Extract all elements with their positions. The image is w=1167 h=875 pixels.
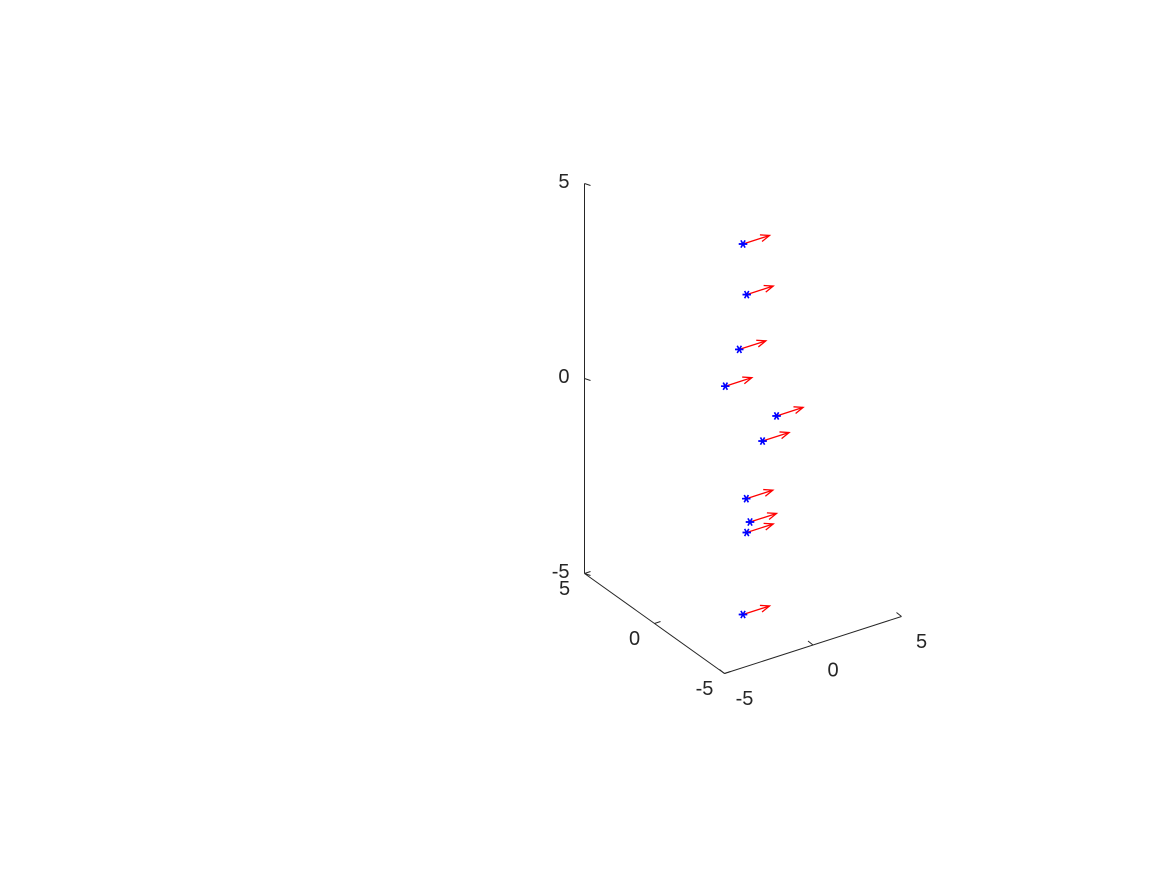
vector-point (745, 512, 779, 527)
arrow-head (779, 431, 791, 440)
y-tick-label: 0 (629, 628, 640, 650)
z-tick-mark (584, 183, 591, 186)
x-tick-label: 0 (827, 659, 838, 681)
arrow-head (763, 488, 775, 497)
asterisk-marker (738, 239, 748, 249)
y-tick-label: -5 (696, 678, 714, 700)
vector-arrow (746, 285, 774, 296)
asterisk-marker (742, 528, 751, 537)
x-tick-mark (896, 612, 902, 617)
vector-arrow (749, 512, 777, 523)
y-tick-label: 5 (559, 578, 570, 600)
vector-arrow (725, 377, 753, 387)
vector-arrow (746, 489, 774, 500)
asterisk-marker (742, 494, 751, 503)
x-tick-mark (719, 669, 725, 674)
vector-point (738, 234, 772, 249)
vector-point (742, 284, 775, 299)
y-tick-mark (724, 671, 731, 674)
x-tick-label: -5 (736, 688, 754, 710)
data-points (721, 234, 805, 619)
y-tick-mark (654, 621, 661, 624)
x-tick-mark (807, 640, 814, 646)
vector-point (735, 339, 768, 354)
ticks: -505-505-505 (552, 171, 927, 710)
arrow-head (756, 339, 768, 348)
asterisk-marker (758, 437, 767, 446)
asterisk-marker (742, 290, 751, 299)
z-tick-mark (584, 378, 591, 381)
arrow-head (766, 512, 779, 521)
arrow-head (742, 376, 754, 385)
arrow-head (763, 284, 775, 293)
asterisk-marker (738, 610, 748, 619)
axes (584, 183, 902, 674)
arrow-head (759, 604, 772, 613)
vector-point (758, 431, 791, 446)
asterisk-marker (735, 345, 744, 354)
y-tick-mark (584, 571, 591, 574)
arrow-head (759, 234, 772, 243)
arrow-head (763, 522, 775, 531)
asterisk-marker (772, 411, 781, 420)
z-tick-label: -5 (552, 561, 570, 583)
vector-point (772, 406, 805, 420)
asterisk-marker (745, 517, 755, 527)
arrow-head (793, 406, 805, 414)
x-tick-label: 5 (916, 631, 927, 653)
vector-arrow (742, 234, 770, 245)
vector-point (738, 604, 772, 619)
z-tick-mark (584, 573, 591, 576)
z-tick-label: 5 (558, 171, 569, 193)
vector-point (742, 488, 775, 503)
vector-arrow (746, 523, 774, 534)
z-tick-label: 0 (558, 366, 569, 388)
vector-arrow (739, 340, 767, 351)
vector-point (742, 522, 775, 537)
vector-arrow (742, 605, 770, 616)
vector-point (721, 376, 754, 391)
vector-arrow (776, 406, 804, 417)
asterisk-marker (721, 382, 730, 391)
vector-arrow (762, 431, 790, 442)
